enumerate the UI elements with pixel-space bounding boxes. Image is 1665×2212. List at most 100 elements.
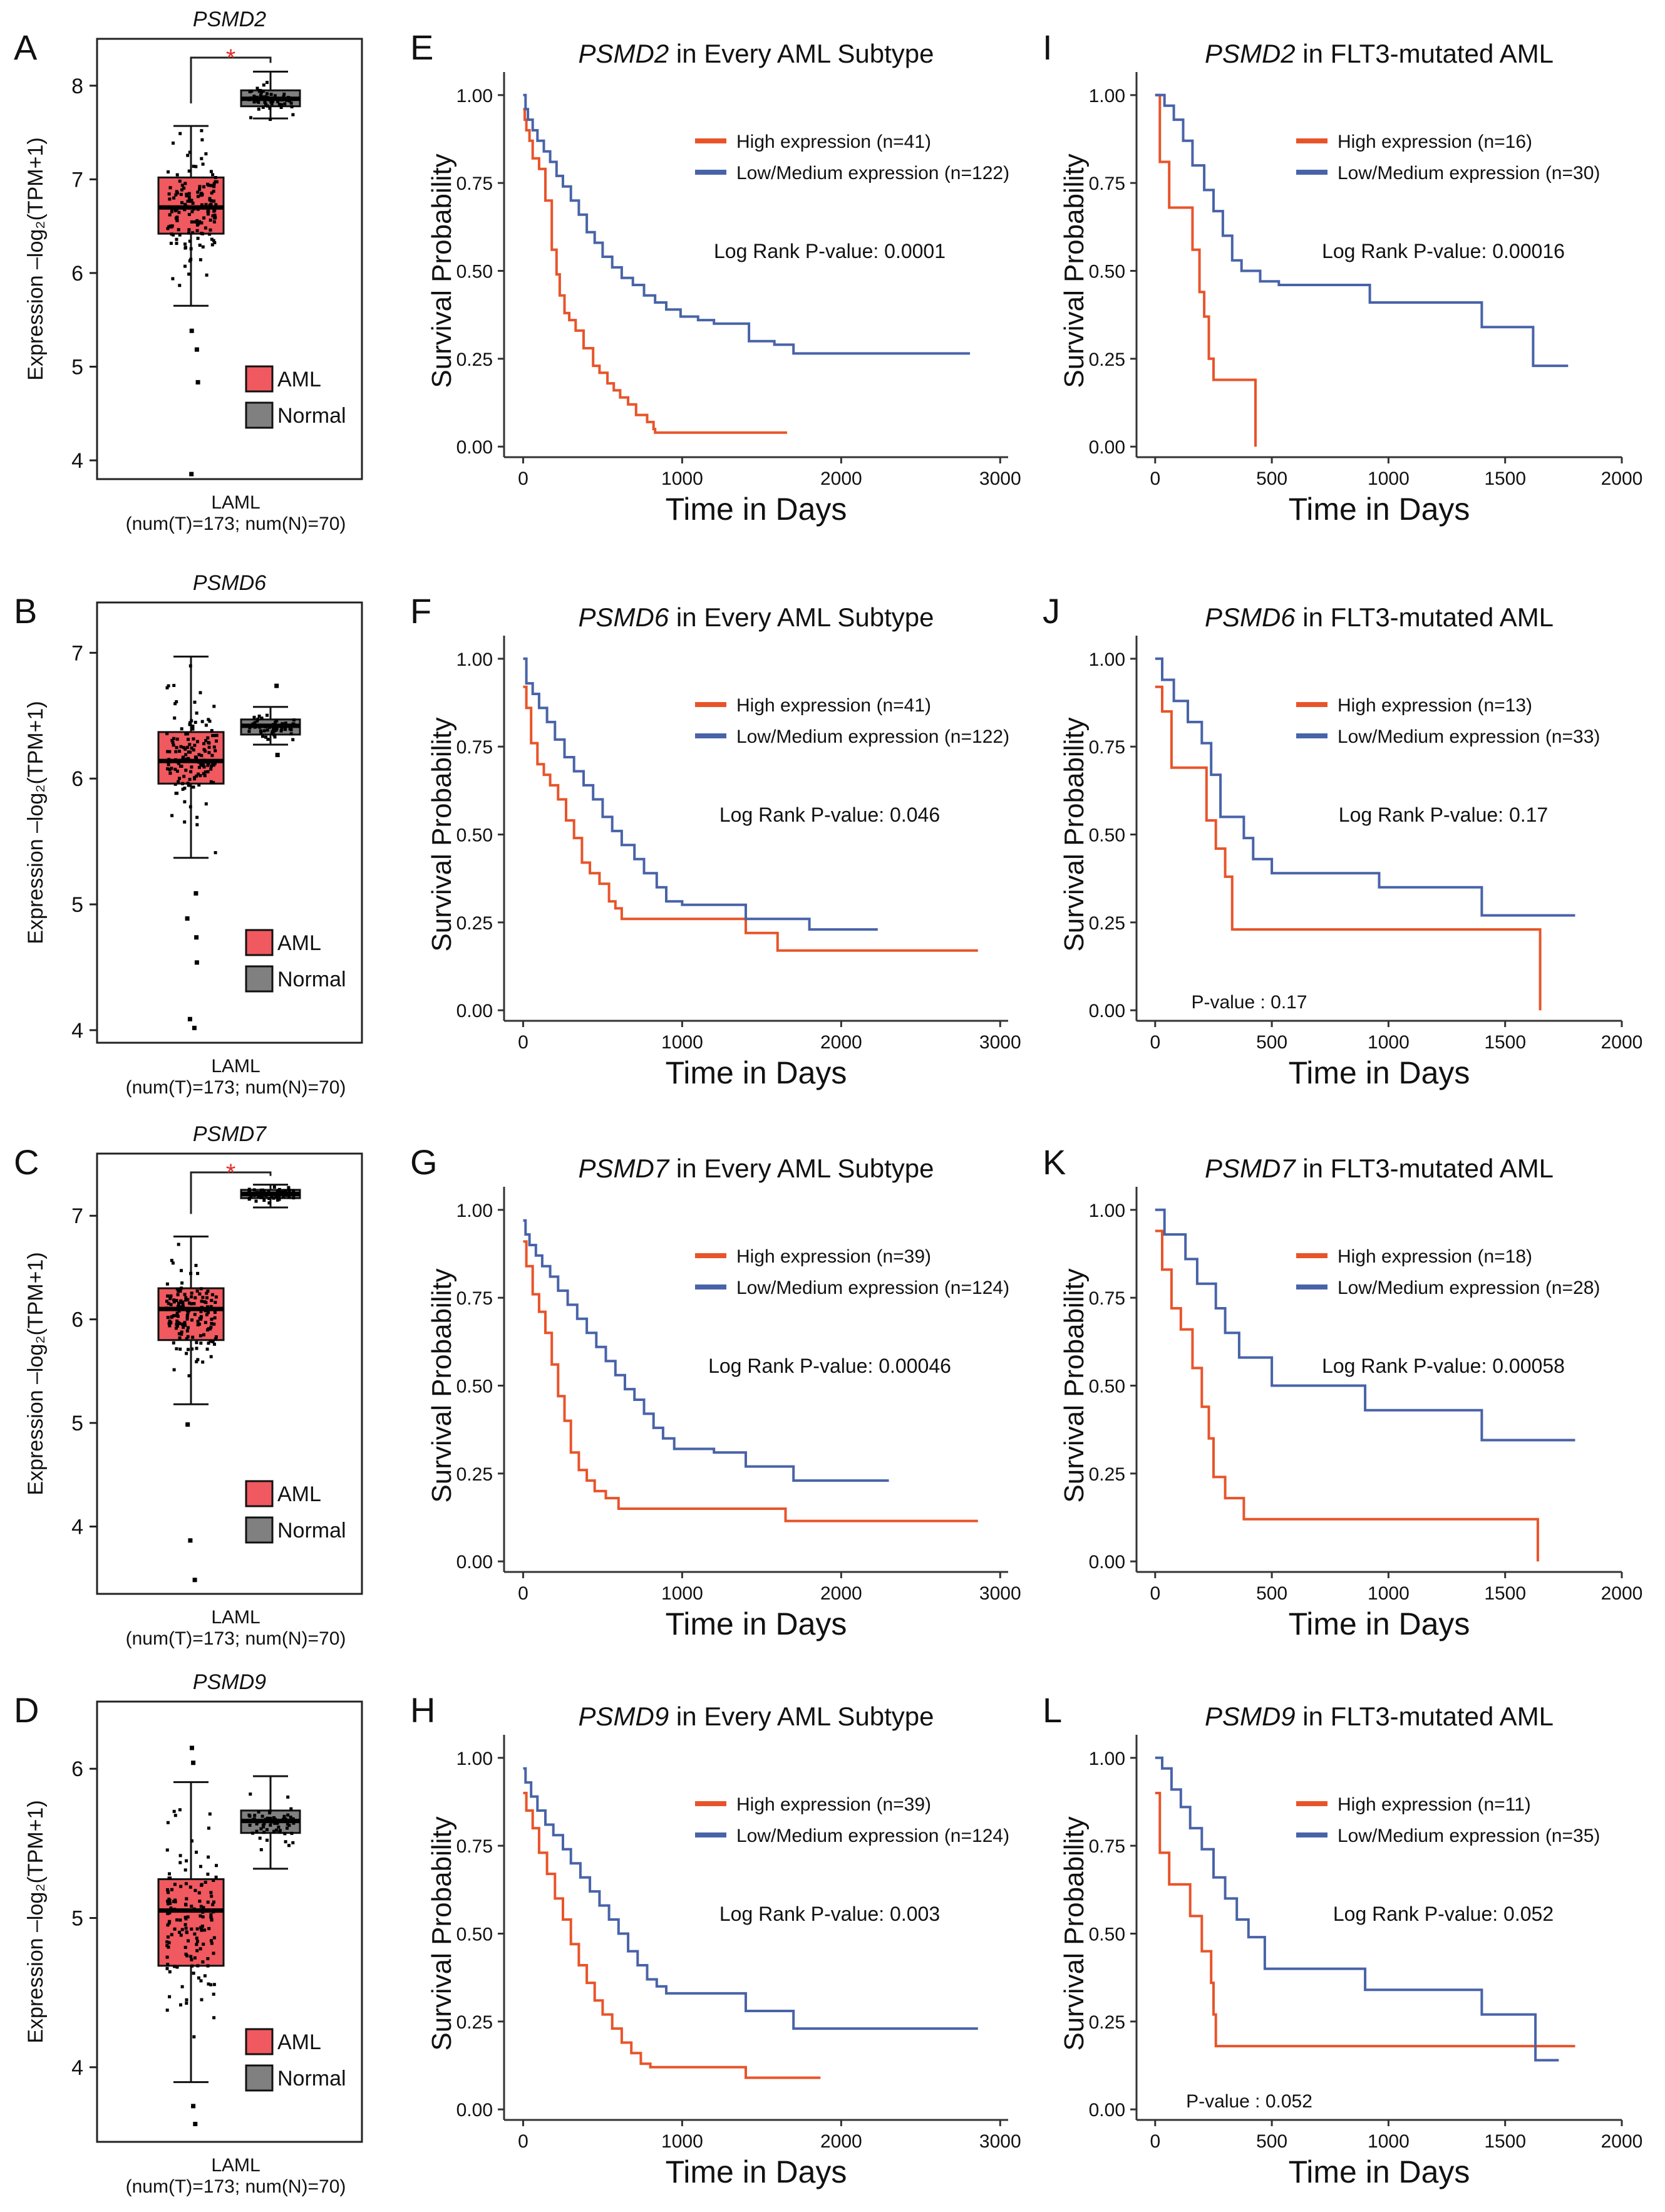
y-axis-label: Survival Probability (426, 1268, 457, 1502)
legend-label: AML (277, 1482, 321, 1506)
x-axis-label: LAML (211, 1607, 260, 1628)
box-body (157, 731, 225, 785)
box-aml (157, 1235, 225, 1583)
panel-letter: E (410, 28, 433, 67)
y-tick-label: 4 (71, 2056, 83, 2080)
y-tick-label: 0.25 (456, 913, 493, 934)
y-tick-label: 0.50 (1089, 1925, 1125, 1945)
y-tick-label: 0.50 (456, 1925, 493, 1945)
x-tick-label: 0 (1150, 1583, 1160, 1604)
legend-label: Low/Medium expression (n=122) (736, 163, 1009, 183)
x-axis-label: Time in Days (1289, 2154, 1470, 2189)
x-tick-label: 3000 (979, 468, 1021, 489)
x-axis-label: Time in Days (1289, 1606, 1470, 1641)
x-tick-label: 1500 (1484, 1032, 1526, 1053)
panel-title: PSMD9 in Every AML Subtype (578, 1702, 934, 1731)
km-panel-G: G PSMD7 in Every AML Subtype 0.00 0.25 0.50 0… (410, 1142, 1021, 1641)
km-panel-I: I PSMD2 in FLT3-mutated AML 0.00 0.25 0.50 0.… (1043, 28, 1642, 527)
x-tick-label: 500 (1256, 1583, 1287, 1604)
panel-letter: G (410, 1142, 438, 1182)
x-tick-label: 0 (518, 1032, 528, 1053)
y-tick-label: 0.75 (1089, 737, 1125, 758)
x-axis-label: Time in Days (666, 1606, 847, 1641)
x-tick-label: 2000 (1601, 1583, 1643, 1604)
x-axis-label: LAML (211, 2155, 260, 2176)
x-tick-label: 3000 (979, 1583, 1021, 1604)
legend-label: Normal (277, 1519, 346, 1543)
plot-frame (96, 38, 363, 480)
sample-points (247, 683, 296, 757)
y-tick-label: 1.00 (456, 649, 493, 670)
panel-title: PSMD6 in FLT3-mutated AML (1205, 602, 1554, 632)
panel-letter: I (1043, 28, 1053, 67)
panel-title: PSMD7 in FLT3-mutated AML (1205, 1154, 1554, 1183)
x-tick-label: 0 (1150, 1032, 1160, 1053)
pvalue-annotation: P-value : 0.17 (1191, 992, 1307, 1013)
y-tick-label: 0.00 (1089, 1552, 1125, 1573)
y-axis-label: Survival Probability (1059, 153, 1090, 388)
legend-label: High expression (n=13) (1338, 695, 1532, 716)
y-tick-label: 5 (71, 893, 83, 917)
y-tick-label: 5 (71, 356, 83, 380)
x-axis-label: Time in Days (666, 492, 847, 527)
y-tick-label: 0.50 (456, 825, 493, 846)
y-tick-label: 0.75 (1089, 1836, 1125, 1857)
legend-label: Low/Medium expression (n=124) (736, 1278, 1009, 1298)
box-aml (157, 1745, 225, 2126)
survival-curve-low-medium (1155, 1208, 1575, 1442)
survival-curve-high (523, 108, 787, 434)
legend-label: AML (277, 368, 321, 391)
log-rank-pvalue: Log Rank P-value: 0.17 (1339, 804, 1548, 826)
x-tick-label: 1000 (661, 468, 703, 489)
y-tick-label: 0.00 (456, 2100, 493, 2121)
panel-title: PSMD9 (193, 1670, 266, 1694)
y-axis-label: Survival Probability (426, 1816, 457, 2050)
legend-swatch (245, 365, 274, 393)
y-tick-label: 0.25 (1089, 913, 1125, 934)
y-axis-label: Expression –log₂(TPM+1) (24, 701, 48, 944)
survival-curve-low-medium (523, 1767, 978, 2030)
y-tick-label: 0.00 (456, 437, 493, 458)
legend-label: High expression (n=39) (736, 1794, 931, 1815)
plot-frame (96, 1700, 363, 2143)
sample-points (247, 81, 296, 121)
y-tick-label: 5 (71, 1907, 83, 1931)
x-tick-label: 1000 (661, 1583, 703, 1604)
sample-points (165, 1745, 218, 2126)
km-panel-J: J PSMD6 in FLT3-mutated AML 0.00 0.25 0.50 0.… (1043, 591, 1642, 1090)
boxplot-panel-C: C PSMD7 4 5 6 7 Expression –log₂(TPM+1) * AML Nor… (14, 1122, 363, 1649)
y-axis-label: Survival Probability (426, 153, 457, 388)
legend-label: Low/Medium expression (n=28) (1338, 1278, 1600, 1298)
significance-star: * (226, 1159, 236, 1187)
panel-letter: C (14, 1142, 39, 1182)
legend-label: Normal (277, 968, 346, 991)
y-tick-label: 0.75 (456, 737, 493, 758)
log-rank-pvalue: Log Rank P-value: 0.0001 (714, 240, 946, 262)
legend-label: High expression (n=16) (1338, 132, 1532, 152)
y-tick-label: 6 (71, 1757, 83, 1781)
legend-swatch (245, 2064, 274, 2092)
legend-label: Low/Medium expression (n=122) (736, 726, 1009, 747)
legend-label: Low/Medium expression (n=124) (736, 1826, 1009, 1846)
y-tick-label: 1.00 (456, 1201, 493, 1221)
x-axis-sublabel: (num(T)=173; num(N)=70) (126, 1077, 346, 1098)
panel-title: PSMD6 (193, 571, 266, 595)
x-tick-label: 1500 (1484, 1583, 1526, 1604)
km-panel-K: K PSMD7 in FLT3-mutated AML 0.00 0.25 0.50 0.… (1043, 1142, 1642, 1641)
y-tick-label: 0.50 (1089, 1377, 1125, 1397)
x-tick-label: 2000 (820, 2131, 862, 2152)
y-tick-label: 0.00 (1089, 2100, 1125, 2121)
sample-points (247, 1792, 296, 1851)
y-tick-label: 8 (71, 75, 83, 98)
panel-title: PSMD7 in Every AML Subtype (578, 1154, 934, 1183)
survival-curve-low-medium (523, 93, 971, 355)
y-axis-label: Survival Probability (1059, 717, 1090, 951)
log-rank-pvalue: Log Rank P-value: 0.00046 (708, 1355, 951, 1377)
y-tick-label: 0.50 (456, 1377, 493, 1397)
x-tick-label: 1000 (1368, 2131, 1410, 2152)
panel-letter: K (1043, 1142, 1066, 1182)
y-tick-label: 0.25 (1089, 2012, 1125, 2033)
km-panel-F: F PSMD6 in Every AML Subtype 0.00 0.25 0.50 0… (410, 591, 1021, 1090)
panel-letter: A (14, 28, 38, 67)
